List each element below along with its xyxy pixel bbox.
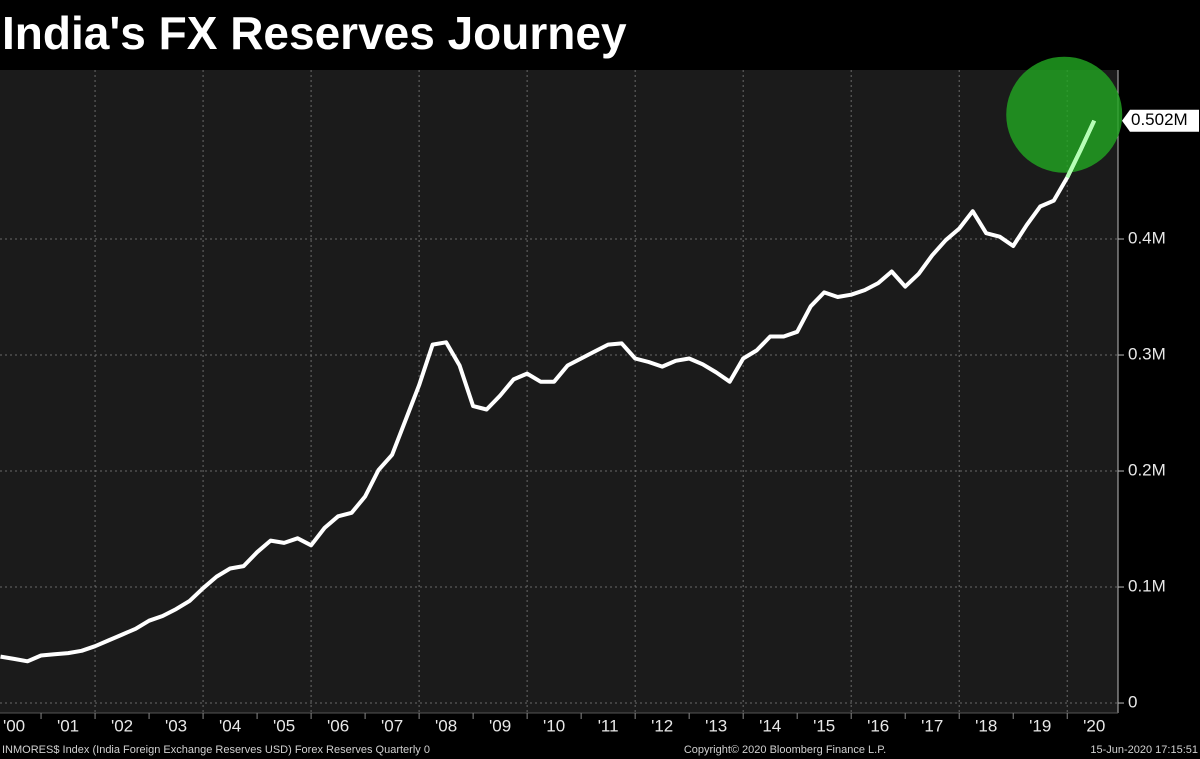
x-tick-label: '19: [1029, 716, 1051, 735]
x-tick-label: '11: [598, 716, 619, 735]
x-tick-label: '18: [975, 716, 997, 735]
x-tick-label: '12: [651, 716, 673, 735]
x-tick-label: '01: [57, 716, 79, 735]
plot-area: [0, 70, 1118, 713]
last-value-label: 0.502M: [1131, 110, 1188, 129]
x-tick-label: '08: [435, 716, 457, 735]
footer-timestamp: 15-Jun-2020 17:15:51: [1090, 744, 1198, 756]
y-tick-label: 0.4M: [1128, 228, 1166, 247]
x-tick-label: '09: [489, 716, 511, 735]
y-tick-label: 0: [1128, 693, 1137, 712]
x-tick-label: '07: [381, 716, 403, 735]
y-tick-label: 0.2M: [1128, 461, 1166, 480]
series-line: [0, 119, 1097, 664]
x-tick-label: '16: [867, 716, 889, 735]
chart-title: India's FX Reserves Journey: [2, 7, 627, 59]
x-tick-label: '04: [219, 716, 241, 735]
highlight-circle: [1006, 56, 1123, 173]
x-tick-label: '10: [543, 716, 565, 735]
x-tick-label: '00: [3, 716, 25, 735]
x-tick-label: '17: [921, 716, 943, 735]
x-tick-label: '02: [111, 716, 133, 735]
highlight-segment: [1065, 119, 1097, 179]
x-tick-label: '20: [1083, 716, 1105, 735]
footer-copyright: Copyright© 2020 Bloomberg Finance L.P.: [684, 744, 886, 756]
x-tick-label: '14: [759, 716, 781, 735]
x-tick-label: '06: [327, 716, 349, 735]
x-tick-label: '05: [273, 716, 295, 735]
last-value-tag: [1122, 109, 1199, 132]
y-tick-label: 0.1M: [1128, 577, 1166, 596]
footer-source: INMORES$ Index (India Foreign Exchange R…: [2, 744, 430, 756]
y-tick-label: 0.3M: [1128, 345, 1166, 364]
x-tick-label: '15: [813, 716, 835, 735]
x-tick-label: '13: [705, 716, 727, 735]
x-tick-label: '03: [165, 716, 187, 735]
